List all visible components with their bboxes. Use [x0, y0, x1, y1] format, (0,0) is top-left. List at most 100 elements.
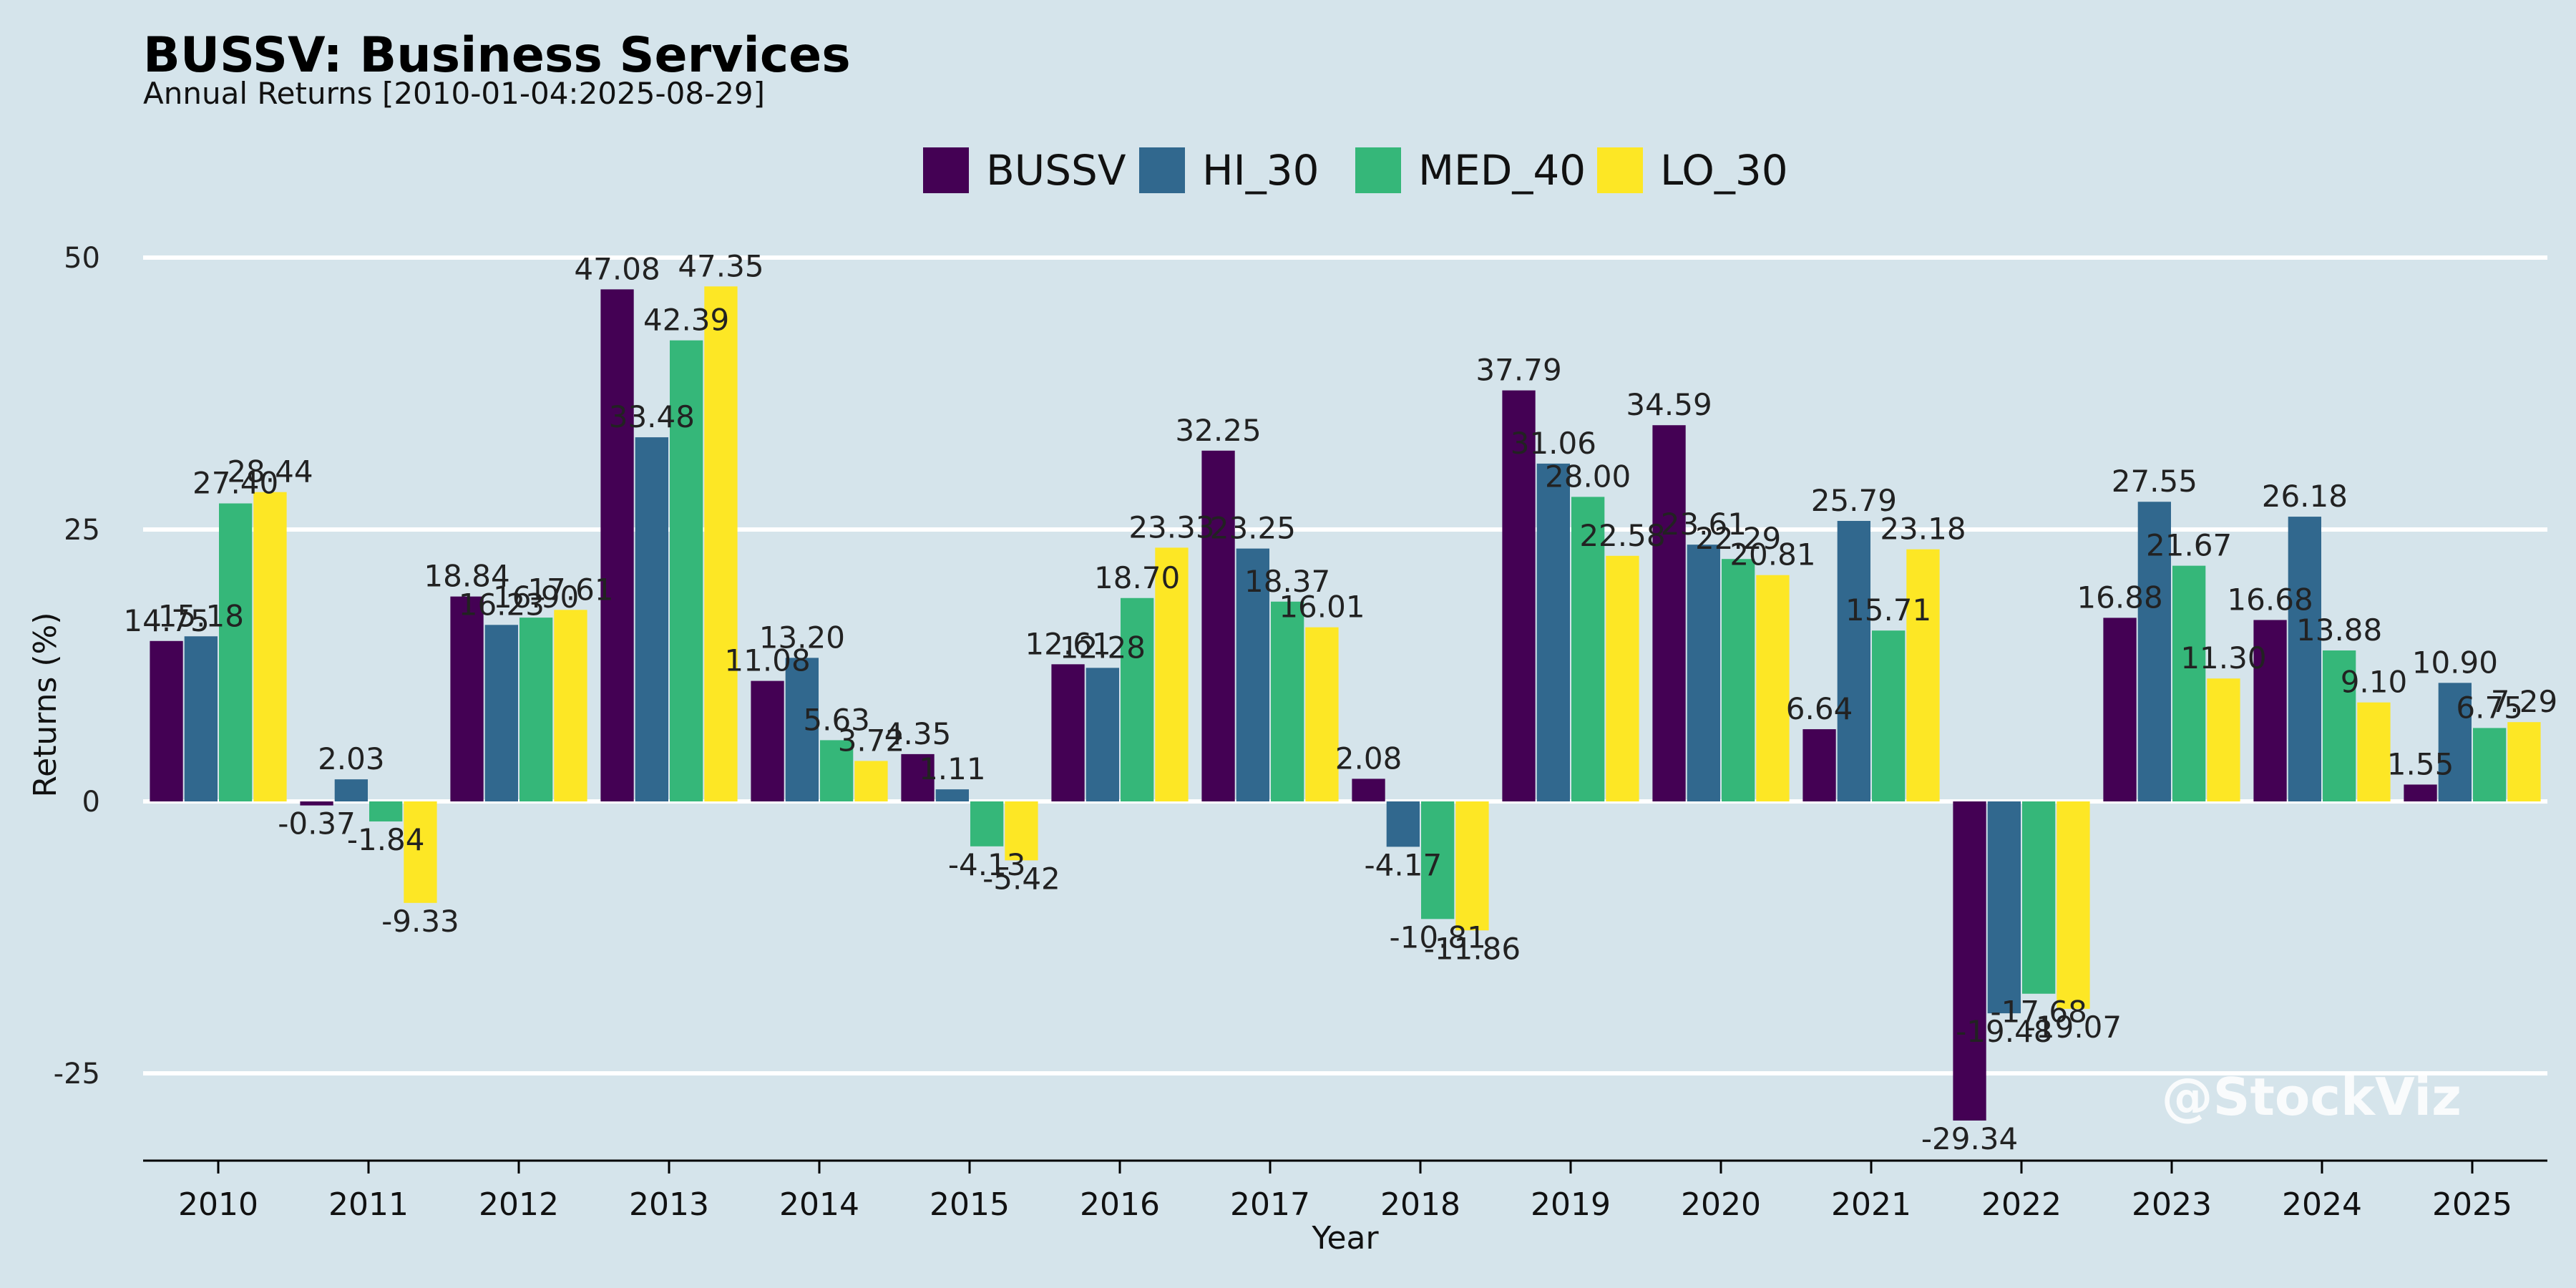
bar-med-40	[1722, 559, 1755, 801]
bar-hi-30	[1536, 463, 1570, 801]
bar-bussv	[1953, 801, 1986, 1121]
x-tick-label: 2011	[328, 1186, 409, 1223]
data-label: 34.59	[1626, 387, 1712, 422]
bar-bussv	[300, 801, 333, 806]
bar-med-40	[670, 340, 703, 801]
data-label: 26.18	[2262, 479, 2348, 514]
x-tick-label: 2015	[930, 1186, 1010, 1223]
bar-lo-30	[1005, 801, 1038, 861]
data-label: 25.79	[1811, 483, 1897, 518]
bar-hi-30	[1386, 801, 1420, 847]
x-tick-label: 2013	[629, 1186, 709, 1223]
x-axis-title: Year	[1311, 1220, 1379, 1257]
data-label: -17.68	[1990, 995, 2087, 1030]
data-label: 15.18	[158, 598, 244, 633]
bar-bussv	[901, 753, 935, 801]
data-label: 6.75	[2456, 690, 2523, 725]
data-label: 17.61	[527, 572, 613, 607]
bar-med-40	[219, 503, 253, 801]
x-tick-label: 2024	[2282, 1186, 2362, 1223]
bar-bussv	[1352, 779, 1385, 801]
data-label: 14.75	[123, 603, 209, 638]
data-label: -1.84	[347, 822, 425, 857]
data-label: 31.06	[1511, 426, 1596, 461]
data-label: 47.08	[574, 251, 660, 286]
bar-med-40	[1121, 597, 1154, 801]
bar-lo-30	[2507, 722, 2541, 801]
x-tick-label: 2017	[1230, 1186, 1310, 1223]
bar-layer	[150, 286, 2541, 1121]
data-label: 18.84	[424, 559, 509, 594]
data-label: -4.17	[1365, 847, 1443, 882]
bar-hi-30	[1085, 668, 1119, 801]
data-label: -4.13	[948, 847, 1026, 882]
data-label: 2.03	[318, 741, 385, 776]
bar-hi-30	[1687, 545, 1720, 801]
y-axis-title: Returns (%)	[27, 612, 64, 797]
x-tick-label: 2014	[779, 1186, 859, 1223]
x-tick-label: 2019	[1531, 1186, 1611, 1223]
y-tick-label: -25	[54, 1058, 100, 1091]
bar-hi-30	[2288, 517, 2321, 801]
chart-subtitle: Annual Returns [2010-01-04:2025-08-29]	[143, 76, 766, 111]
bar-med-40	[1421, 801, 1455, 919]
bar-lo-30	[2207, 678, 2240, 801]
bar-bussv	[1502, 390, 1536, 801]
data-label: 13.88	[2296, 613, 2382, 648]
data-label: 13.20	[759, 620, 845, 655]
data-label: 23.18	[1880, 512, 1966, 547]
bar-bussv	[1802, 729, 1836, 801]
bar-hi-30	[1236, 548, 1269, 801]
watermark: @StockViz	[2162, 1067, 2462, 1127]
x-tick-label: 2020	[1681, 1186, 1761, 1223]
data-label: 11.30	[2180, 640, 2266, 675]
data-label: 18.70	[1094, 560, 1180, 595]
bar-med-40	[1571, 497, 1605, 801]
bar-med-40	[2172, 565, 2206, 801]
bar-med-40	[1271, 601, 1304, 801]
data-label: 27.55	[2112, 464, 2197, 499]
legend-label: BUSSV	[986, 146, 1126, 195]
data-label: 7.29	[2491, 684, 2558, 719]
bar-hi-30	[785, 658, 819, 801]
bar-lo-30	[404, 801, 437, 903]
bar-lo-30	[253, 492, 287, 801]
bar-med-40	[820, 740, 854, 801]
bar-bussv	[1652, 425, 1686, 801]
bar-lo-30	[2057, 801, 2090, 1009]
bar-lo-30	[1906, 549, 1940, 801]
data-label: 10.90	[2412, 645, 2498, 680]
data-label: -5.42	[982, 861, 1060, 896]
bar-lo-30	[1455, 801, 1489, 931]
x-tick-label: 2023	[2132, 1186, 2212, 1223]
bar-lo-30	[1305, 627, 1339, 801]
data-label: -9.33	[381, 904, 459, 939]
y-tick-label: 25	[64, 514, 100, 547]
data-label: 15.71	[1845, 592, 1931, 628]
x-tick-label: 2025	[2432, 1186, 2512, 1223]
y-tick-label: 50	[64, 242, 100, 275]
data-label: -11.86	[1424, 931, 1521, 966]
bar-lo-30	[2357, 702, 2391, 801]
bar-bussv	[2253, 620, 2287, 801]
bar-bussv	[1201, 450, 1235, 801]
bar-med-40	[2323, 650, 2356, 801]
chart-title: BUSSV: Business Services	[143, 27, 851, 84]
bar-hi-30	[1987, 801, 2021, 1014]
x-tick-label: 2016	[1080, 1186, 1160, 1223]
data-label: 23.25	[1210, 511, 1296, 546]
axis-layer: -25 0 25 50 2010 2011 2012 2013 2014 2015 2016 2017…	[27, 242, 2547, 1257]
data-label: 22.58	[1579, 518, 1665, 553]
data-label: 16.01	[1279, 590, 1365, 625]
bar-hi-30	[184, 636, 218, 801]
legend-swatch	[1597, 147, 1643, 193]
bar-med-40	[1872, 630, 1906, 801]
bar-bussv	[2103, 618, 2137, 801]
bar-med-40	[519, 618, 553, 801]
data-label: 5.63	[803, 702, 870, 737]
data-label: 1.11	[919, 751, 986, 786]
data-label: 28.00	[1545, 459, 1631, 494]
legend-label: HI_30	[1202, 146, 1319, 195]
